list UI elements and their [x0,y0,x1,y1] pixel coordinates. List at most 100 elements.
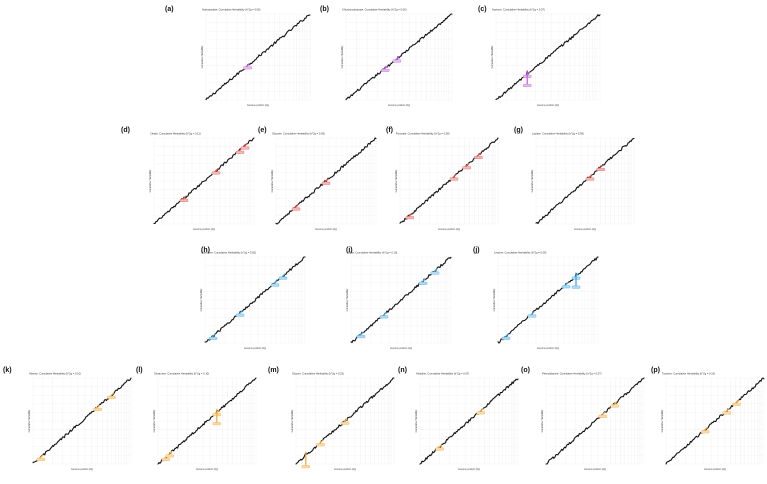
annotation-box [270,283,280,287]
panel-title: Leucine: Cumulative Heritability (h^2g =… [494,251,546,255]
x-axis-label: Genome position (bp) [438,228,460,231]
annotation-box [474,156,483,159]
annotation-box [392,59,402,63]
panel-title: Valine: Cumulative Heritability (h^2g = … [347,251,397,255]
annotation-box [561,285,571,289]
annotation-box [598,414,608,418]
annotation-box [701,430,710,434]
annotation-box [291,207,301,211]
panel-title: Acetoacetate: Cumulative Heritability (h… [202,8,261,12]
annotation-box [722,411,731,415]
panel-letter: (j) [473,247,480,254]
panel-letter: (k) [3,367,12,374]
annotation-box [36,457,46,461]
cumulative-line [535,137,635,225]
panel-a: (a) Acetoacetate: Cumulative Heritability… [165,6,311,107]
y-axis-label: Cumulative Heritability [149,169,152,193]
x-axis-label: Genome position (bp) [537,347,559,350]
y-axis-label: Cumulative Heritability [200,288,203,312]
panel-h: (h)Isoleucine: Cumulative Heritability (… [200,247,306,350]
panel-title: Alanine: Cumulative Heritability (h^2g =… [29,372,81,376]
y-axis-label: Cumulative Heritability [531,169,534,193]
annotation-box [449,177,459,181]
annotation-box [278,276,288,280]
y-axis-label: Cumulative Heritability [291,409,294,433]
panel-title: Glycine: Cumulative Heritability (h^2g =… [292,372,344,376]
panel-b: (b) 3-Hydroxybutyrate: Cumulative Heritab… [320,6,453,107]
panel-title: 3-Hydroxybutyrate: Cumulative Heritabili… [342,8,407,12]
annotation-box [501,336,511,340]
x-axis-label: Genome position (bp) [390,347,412,350]
x-axis-label: Genome position (bp) [71,468,93,471]
annotation-box [240,146,250,150]
panel-title: Glutamine: Cumulative Heritability (h^2g… [154,372,209,376]
panel-letter: (a) [165,6,174,13]
annotation-box [381,69,390,72]
annotation-box [211,171,221,175]
x-axis-label: Genome position (bp) [244,347,266,350]
annotation-box [321,181,331,185]
x-axis-label: Genome position (bp) [388,104,410,107]
y-axis-label: Cumulative Heritability [28,409,31,433]
panel-letter: (d) [121,127,130,134]
panel-title: Tyrosine: Cumulative Heritability (h^2g … [662,372,715,376]
grid [157,377,257,465]
annotation-box [523,84,532,87]
y-axis-label: Cumulative Heritability [341,45,344,69]
panel-d: (d) Citrate: Cumulative Heritability (h^2… [121,127,255,231]
panel-title: Pyruvate: Cumulative Heritability (h^2g … [396,132,450,136]
annotation-box [340,421,350,425]
panel-l: (l) Glutamine: Cumulative Heritability (h… [136,367,257,471]
cumulative-line [157,377,257,465]
panel-letter: (n) [398,367,407,374]
panel-title: Citrate: Cumulative Heritability (h^2g =… [150,132,201,136]
x-axis-label: Genome position (bp) [247,104,269,107]
panel-letter: (m) [268,367,279,374]
annotation-box [585,177,595,181]
annotation-box [235,313,245,317]
panel-letter: (h) [201,247,210,254]
panel-title: Lactate: Cumulative Heritability (h^2g =… [532,132,584,136]
y-axis-label: Cumulative Heritability [491,45,494,69]
grid [153,137,255,225]
panel-c: (c) Acetone: Cumulative Heritability (h^2… [478,6,601,107]
annotation-box [418,281,428,285]
panel-letter: (o) [521,367,530,374]
cumulative-line [32,377,132,464]
panel-title: Phenylalanine: Cumulative Heritability (… [542,372,602,376]
y-axis-label: Cumulative Heritability [493,288,496,312]
x-axis-label: Genome position (bp) [315,228,337,231]
annotation-box [571,285,581,289]
x-axis-label: Genome position (bp) [458,468,480,471]
y-axis-label: Cumulative Heritability [271,169,274,193]
annotation-box [732,402,741,406]
panel-m: (m) Glycine: Cumulative Heritability (h^2… [268,367,395,471]
x-axis-label: Genome position (bp) [196,468,218,471]
panel-letter: (g) [514,127,523,134]
grid [665,377,765,465]
panel-letter: (f) [386,127,393,134]
panel-p: (p) Tyrosine: Cumulative Heritability (h^… [651,367,765,471]
x-axis-label: Genome position (bp) [193,228,215,231]
panel-f: (f) Pyruvate: Cumulative Heritability (h^… [386,127,499,231]
panel-letter: (i) [346,247,353,254]
annotation-box [476,411,485,415]
y-axis-label: Cumulative Heritability [201,45,204,69]
annotation-box [596,168,605,171]
x-axis-label: Genome position (bp) [574,228,596,231]
grid [495,13,601,101]
annotation-box [379,315,389,319]
panel-title: Acetone: Cumulative Heritability (h^2g =… [492,8,545,12]
annotation-box [301,465,310,469]
cumulative-line [205,14,311,101]
annotation-box [316,443,325,447]
x-axis-label: Genome position (bp) [334,468,356,471]
annotation-box [610,404,619,408]
y-axis-label: Cumulative Heritability [395,169,398,193]
cumulative-line [497,256,599,344]
panel-letter: (p) [651,367,660,374]
panel-title: Isoleucine: Cumulative Heritability (h^2… [201,251,256,255]
grid [545,377,645,465]
x-axis-label: Genome position (bp) [584,468,606,471]
